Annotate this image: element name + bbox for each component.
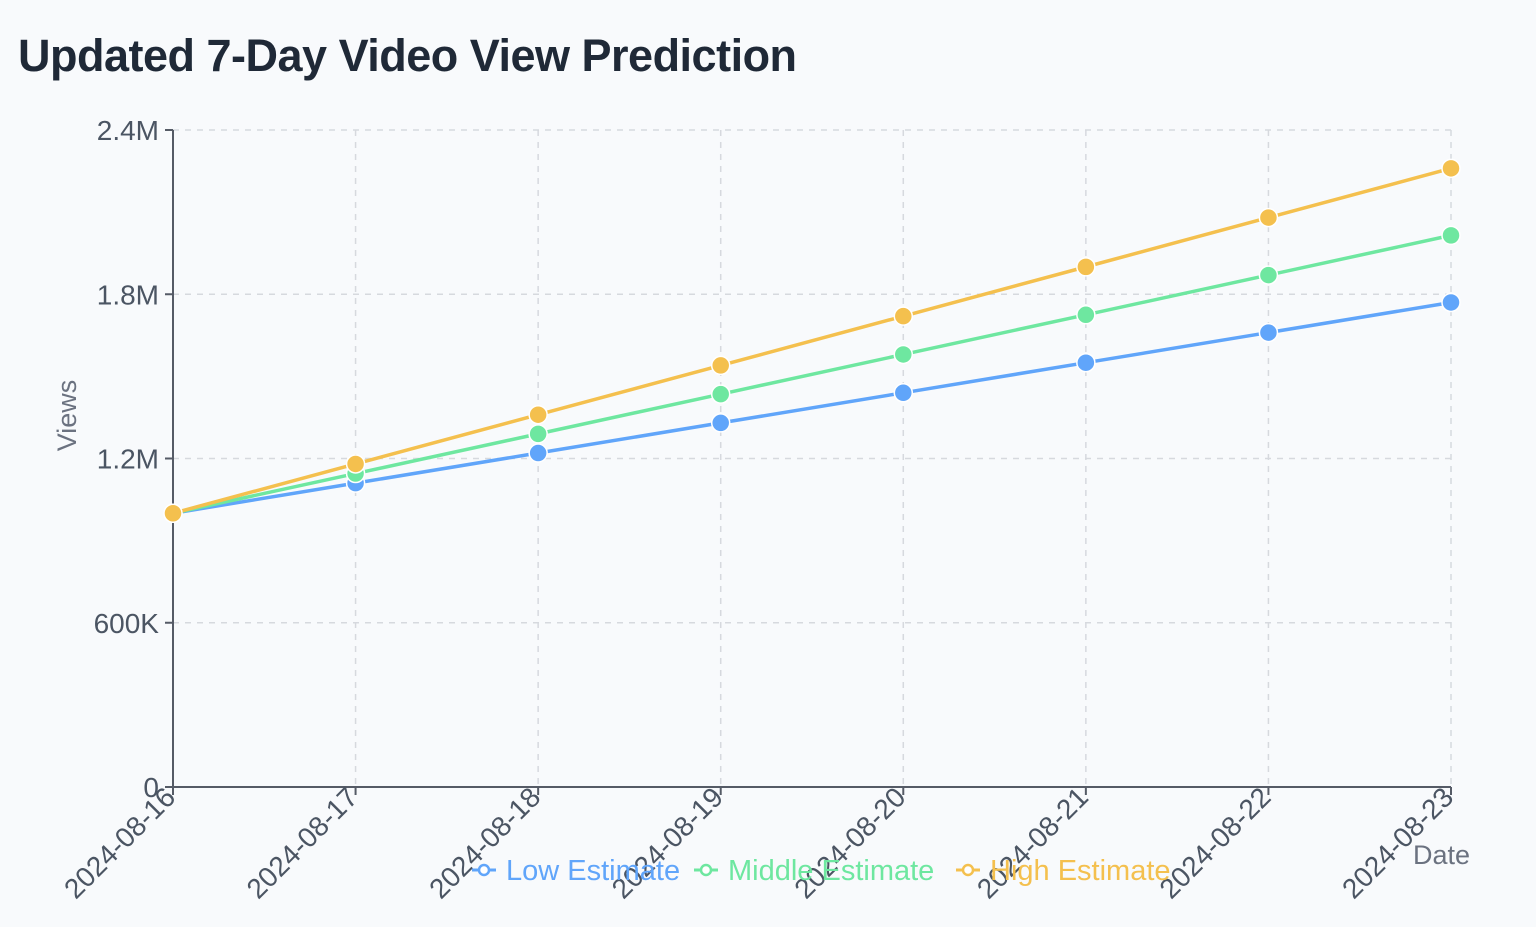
data-point <box>893 383 914 403</box>
legend-swatch-marker <box>699 863 713 877</box>
data-point <box>710 413 731 433</box>
legend-item: Middle Estimate <box>694 855 934 887</box>
y-tick-label: 0 <box>143 772 159 803</box>
legend-item: High Estimate <box>956 855 1171 887</box>
data-point <box>528 443 548 463</box>
data-point <box>1076 305 1096 325</box>
y-tick-label: 600K <box>94 608 160 639</box>
grid <box>173 129 1452 787</box>
data-point <box>1441 292 1461 313</box>
x-axis-title: Date <box>1413 840 1470 870</box>
data-point <box>1258 265 1279 285</box>
data-point <box>710 355 731 376</box>
legend-label: High Estimate <box>990 855 1171 887</box>
legend-swatch-marker <box>961 863 975 877</box>
data-point <box>163 503 183 523</box>
y-tick-label: 1.2M <box>97 444 159 475</box>
chart-title: Updated 7-Day Video View Prediction <box>18 30 797 81</box>
data-point <box>893 306 914 326</box>
legend-label: Middle Estimate <box>728 855 934 887</box>
axes <box>165 129 1452 795</box>
y-tick-label: 2.4M <box>97 115 159 146</box>
legend-label: Low Estimate <box>506 855 680 887</box>
data-point <box>1258 207 1279 228</box>
series-line <box>172 233 1452 515</box>
legend-item: Low Estimate <box>472 855 680 887</box>
data-point <box>710 384 731 404</box>
data-point <box>345 454 366 474</box>
data-point <box>1076 352 1096 373</box>
x-tick-label: 2024-08-17 <box>241 781 364 904</box>
data-point <box>1258 322 1279 343</box>
y-tick-label: 1.8M <box>97 279 159 310</box>
legend: Low Estimate Middle Estimate High Estimate <box>472 855 1171 887</box>
legend-swatch-marker <box>477 863 491 877</box>
data-point <box>1076 257 1096 277</box>
data-point <box>528 424 548 444</box>
x-tick-label: 2024-08-22 <box>1153 781 1276 904</box>
series <box>163 158 1461 523</box>
data-point <box>1441 225 1461 246</box>
data-point <box>1441 158 1461 179</box>
y-axis-title: Views <box>52 380 82 452</box>
x-tick-label: 2024-08-16 <box>58 781 181 904</box>
data-point <box>893 344 914 365</box>
series-line <box>172 166 1452 515</box>
series-line <box>172 300 1452 515</box>
data-point <box>528 404 548 425</box>
